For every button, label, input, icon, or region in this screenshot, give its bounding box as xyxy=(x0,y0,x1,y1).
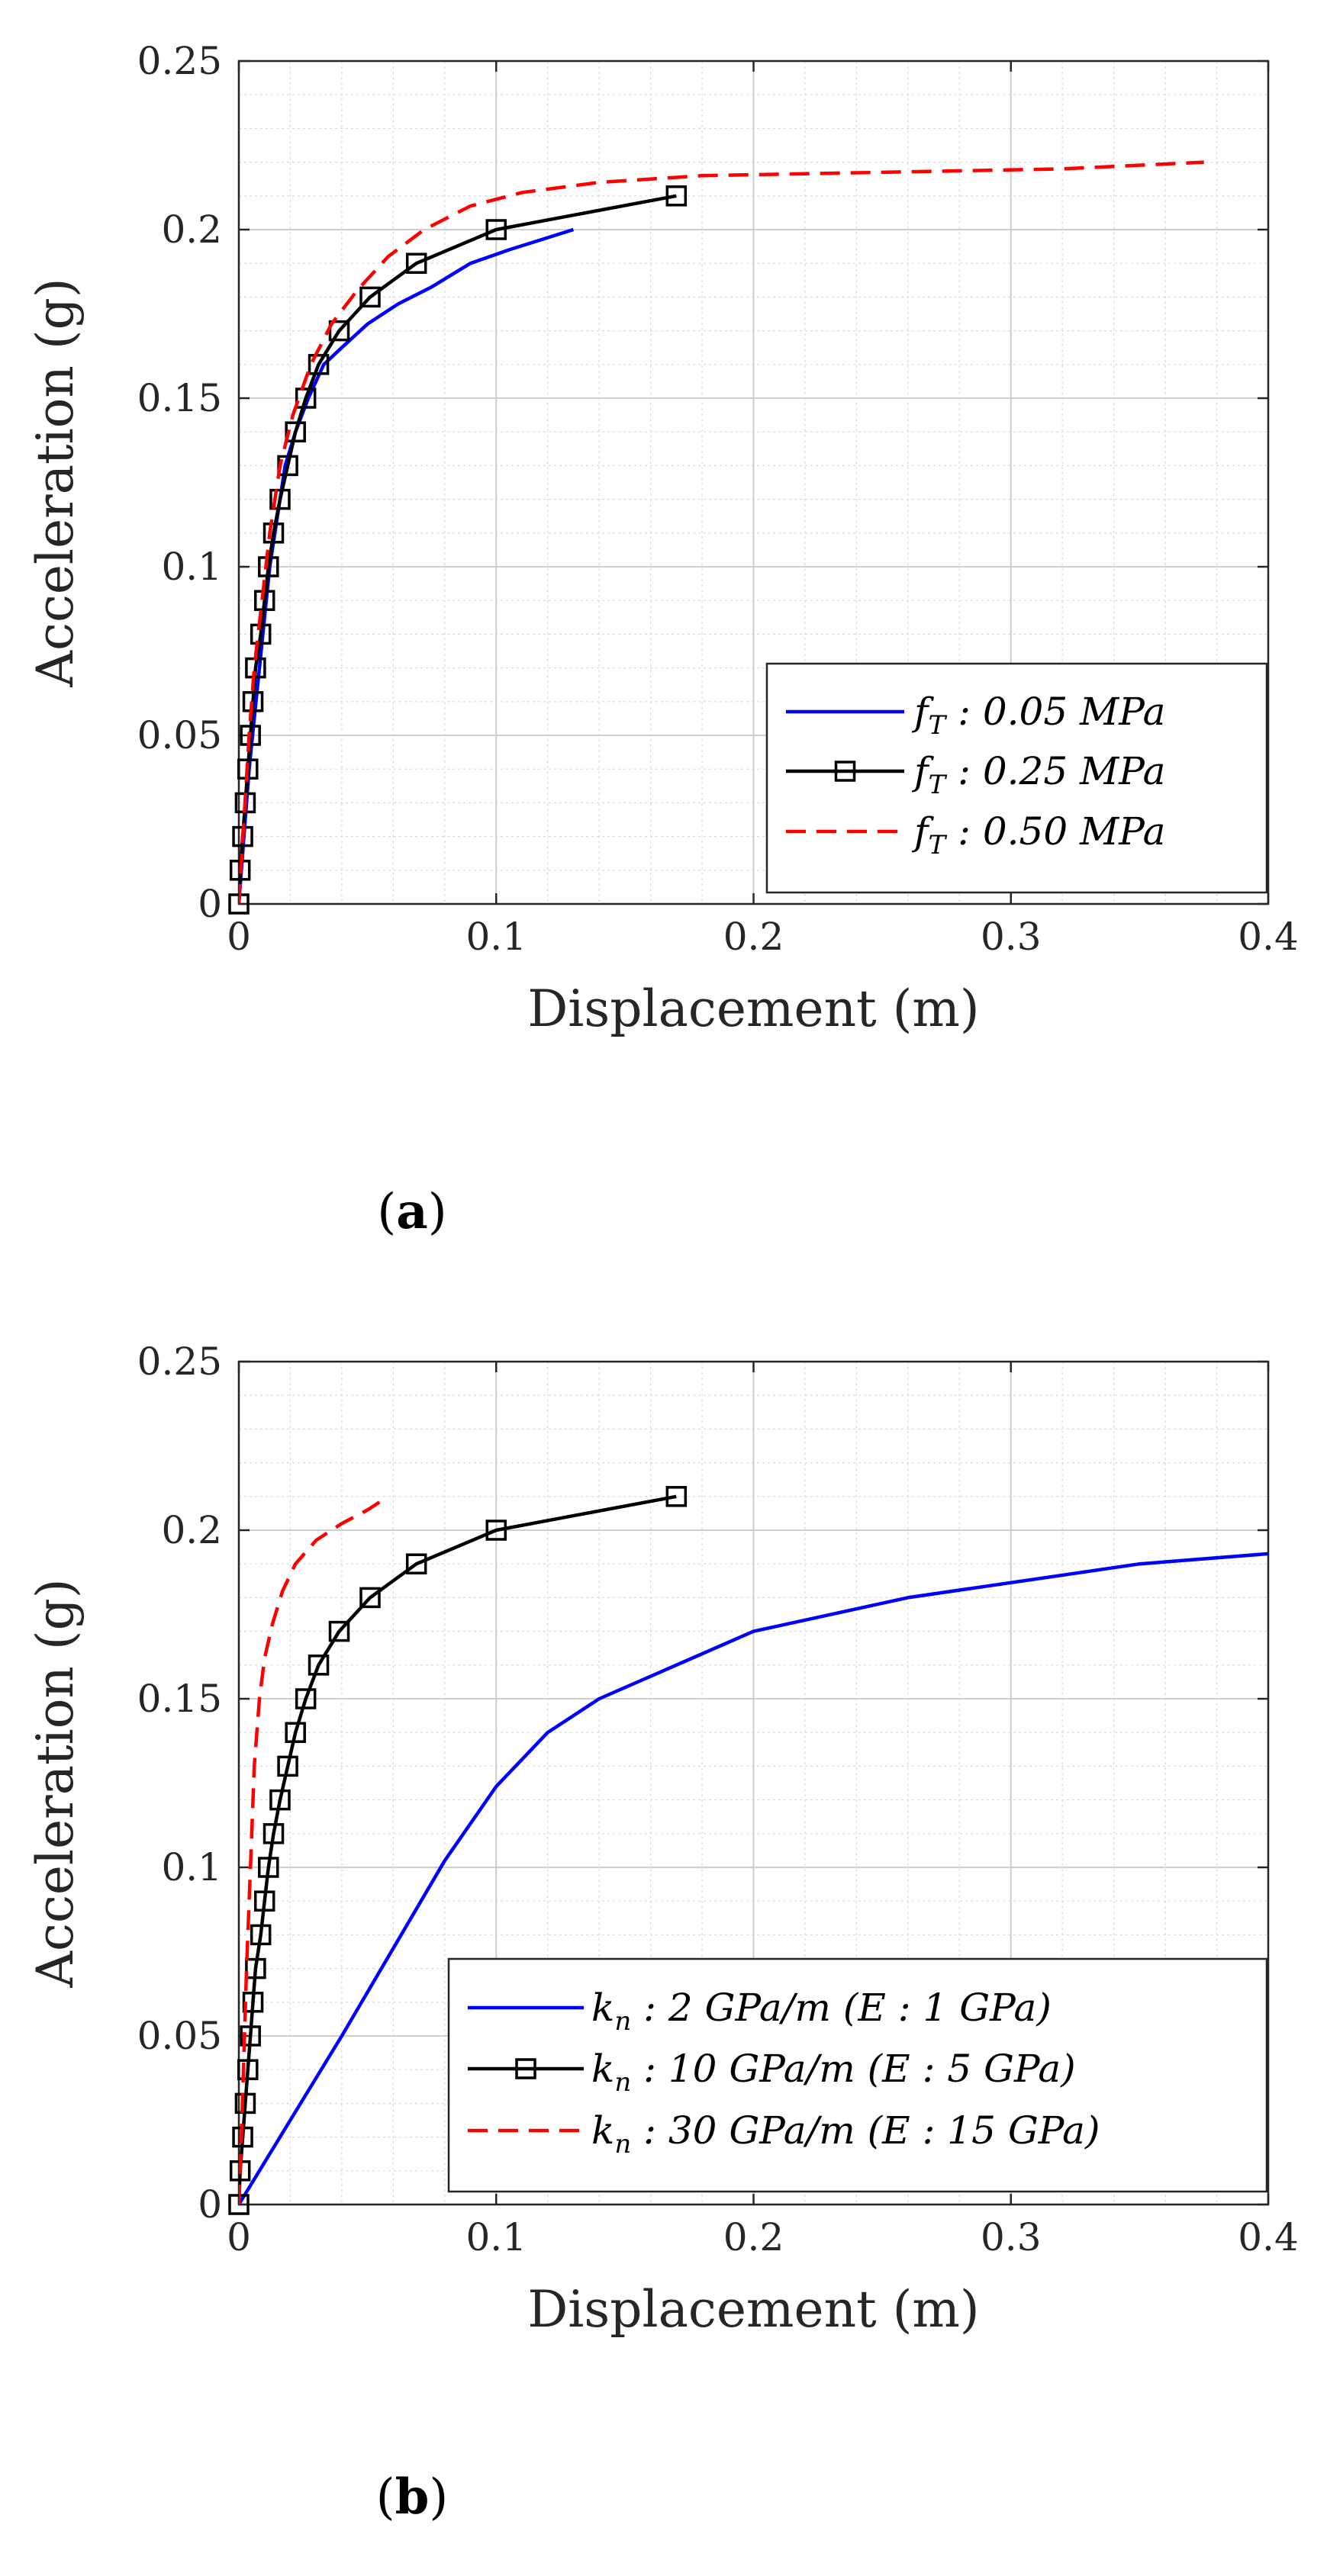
data-point-marker xyxy=(405,1553,427,1574)
x-tick-label: 0.1 xyxy=(465,2215,527,2259)
data-point-marker xyxy=(665,1486,688,1507)
legend-box xyxy=(765,662,1268,894)
data-point-marker xyxy=(308,354,330,375)
y-axis-title: Acceleration (g) xyxy=(26,278,85,687)
x-tick-label: 0.2 xyxy=(723,915,784,959)
legend-marker-1 xyxy=(515,2058,536,2079)
data-point-marker xyxy=(253,1890,275,1912)
legend-label-1: fT : 0.25 MPa xyxy=(911,749,1165,800)
series-line-1 xyxy=(239,1494,677,2205)
series-line-1 xyxy=(239,194,677,905)
data-point-marker xyxy=(269,488,291,510)
x-tick-label: 0.3 xyxy=(981,2215,1042,2259)
data-point-marker xyxy=(328,320,350,342)
x-axis-title: Displacement (m) xyxy=(527,979,979,1038)
data-point-marker xyxy=(485,1520,507,1541)
data-point-marker xyxy=(485,219,507,240)
data-point-marker xyxy=(245,1957,266,1979)
series-line-2 xyxy=(239,1494,389,2205)
legend-label-2: fT : 0.50 MPa xyxy=(911,809,1165,860)
x-tick-label: 0.3 xyxy=(981,915,1042,959)
data-point-marker xyxy=(242,691,264,712)
data-point-marker xyxy=(359,1587,381,1609)
data-point-marker xyxy=(295,388,317,409)
series-line-2 xyxy=(239,160,1204,905)
y-tick-label: 0.15 xyxy=(137,1677,222,1721)
y-tick-label: 0.2 xyxy=(161,1508,222,1552)
x-tick-label: 0.1 xyxy=(465,915,527,959)
data-point-marker xyxy=(328,1620,350,1642)
data-point-marker xyxy=(240,2025,261,2047)
data-point-marker xyxy=(250,1924,272,1946)
data-point-marker xyxy=(295,1688,317,1709)
data-point-marker xyxy=(269,1789,291,1811)
y-tick-label: 0 xyxy=(198,2182,222,2227)
panel-label: (b) xyxy=(376,2468,449,2526)
data-point-marker xyxy=(665,185,688,207)
legend: fT : 0.05 MPa fT : 0.25 MPa fT : 0.50 MPa xyxy=(765,662,1268,894)
x-tick-label: 0.4 xyxy=(1238,915,1299,959)
data-point-marker xyxy=(234,2092,256,2115)
x-tick-label: 0 xyxy=(227,915,251,959)
data-point-marker xyxy=(285,1722,306,1743)
legend-label-1: kn : 10 GPa/m (E : 5 GPa) xyxy=(591,2047,1076,2098)
y-tick-label: 0.15 xyxy=(137,376,222,420)
data-point-marker xyxy=(263,1823,285,1844)
y-tick-label: 0.05 xyxy=(137,713,222,757)
legend-label-2: kn : 30 GPa/m (E : 15 GPa) xyxy=(591,2108,1100,2160)
x-tick-label: 0 xyxy=(227,2215,251,2259)
chart-panel-b: 0 0.1 0.2 0.3 0.4 0 0.05 0.1 0.15 0.2 0.25 Displace… xyxy=(26,1339,1299,2526)
y-axis-title: Acceleration (g) xyxy=(26,1578,85,1988)
data-point-marker xyxy=(277,1755,298,1777)
chart-panel-a: 0 0.1 0.2 0.3 0.4 0 0.05 0.1 0.15 0.2 0.25 Displace… xyxy=(26,39,1299,1240)
y-tick-label: 0.1 xyxy=(161,1845,222,1889)
data-point-marker xyxy=(308,1655,330,1676)
y-tick-label: 0.1 xyxy=(161,545,222,589)
y-tick-label: 0.25 xyxy=(137,39,222,83)
legend: kn : 2 GPa/m (E : 1 GPa) kn : 10 GPa/m (E… xyxy=(447,1957,1268,2193)
y-tick-label: 0 xyxy=(198,882,222,926)
data-point-marker xyxy=(405,252,427,274)
data-point-marker xyxy=(263,523,285,544)
data-point-marker xyxy=(240,725,261,746)
panel-label: (a) xyxy=(377,1183,446,1240)
data-point-marker xyxy=(285,421,306,442)
data-point-marker xyxy=(258,1857,279,1878)
legend-marker-1 xyxy=(834,761,856,782)
series-line-0 xyxy=(239,1552,1269,2206)
data-point-marker xyxy=(359,286,381,308)
legend-label-0: kn : 2 GPa/m (E : 1 GPa) xyxy=(591,1986,1052,2037)
x-tick-label: 0.2 xyxy=(723,2215,784,2259)
legend-label-0: fT : 0.05 MPa xyxy=(911,690,1165,741)
x-axis-title: Displacement (m) xyxy=(527,2280,979,2339)
y-tick-label: 0.25 xyxy=(137,1339,222,1384)
y-tick-label: 0.05 xyxy=(137,2014,222,2058)
legend-box xyxy=(447,1957,1268,2193)
y-tick-label: 0.2 xyxy=(161,207,222,252)
x-tick-label: 0.4 xyxy=(1238,2215,1299,2259)
data-point-marker xyxy=(237,2059,259,2080)
